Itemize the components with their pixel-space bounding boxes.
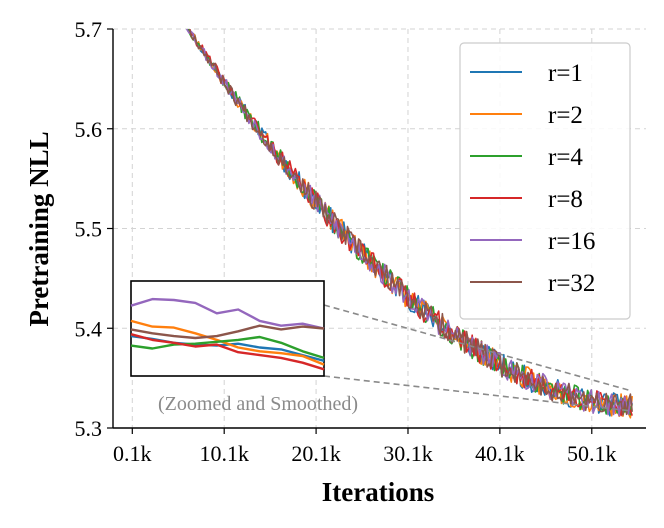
x-tick-label: 0.1k <box>113 441 152 466</box>
zoom-connector-layer <box>323 304 633 412</box>
legend-label-r32: r=32 <box>548 270 595 297</box>
inset-caption: (Zoomed and Smoothed) <box>158 393 358 415</box>
y-tick-label: 5.6 <box>75 117 103 142</box>
y-tick-label: 5.4 <box>75 316 103 341</box>
zoom-connector-lower <box>323 375 633 412</box>
y-tick-label: 5.5 <box>75 217 103 242</box>
series-layer <box>185 29 633 419</box>
legend-box <box>459 42 631 320</box>
inset-line-r2 <box>130 319 325 366</box>
legend-label-r8: r=8 <box>548 186 583 213</box>
x-tick-label: 40.1k <box>475 441 525 466</box>
inset-line-r32 <box>130 324 325 340</box>
x-tick-label: 30.1k <box>383 441 433 466</box>
legend-label-r16: r=16 <box>548 228 595 255</box>
legend-label-r2: r=2 <box>548 102 583 129</box>
legend-label-r1: r=1 <box>548 60 583 87</box>
inset-line-r8 <box>130 333 325 371</box>
y-axis-label: Pretraining NLL <box>24 131 54 326</box>
legend-layer: r=1 r=2 r=4 r=8 r=16 r=32 <box>459 42 631 320</box>
y-tick-label: 5.7 <box>75 17 103 42</box>
inset-line-r16 <box>130 297 325 330</box>
x-tick-label: 20.1k <box>291 441 341 466</box>
ticks-layer: 0.1k 10.1k 20.1k 30.1k 40.1k 50.1k 5.3 5.4 5.5 5.… <box>75 17 617 466</box>
series-line-r32 <box>188 29 633 416</box>
series-line-r16 <box>185 29 633 417</box>
x-tick-label: 10.1k <box>199 441 249 466</box>
legend-label-r4: r=4 <box>548 144 583 171</box>
x-tick-label: 50.1k <box>567 441 617 466</box>
x-axis-label: Iterations <box>322 477 434 507</box>
inset-layer <box>130 280 325 377</box>
inset-line-r4 <box>130 335 325 360</box>
zoom-connector-upper <box>323 304 633 392</box>
y-tick-label: 5.3 <box>75 416 103 441</box>
